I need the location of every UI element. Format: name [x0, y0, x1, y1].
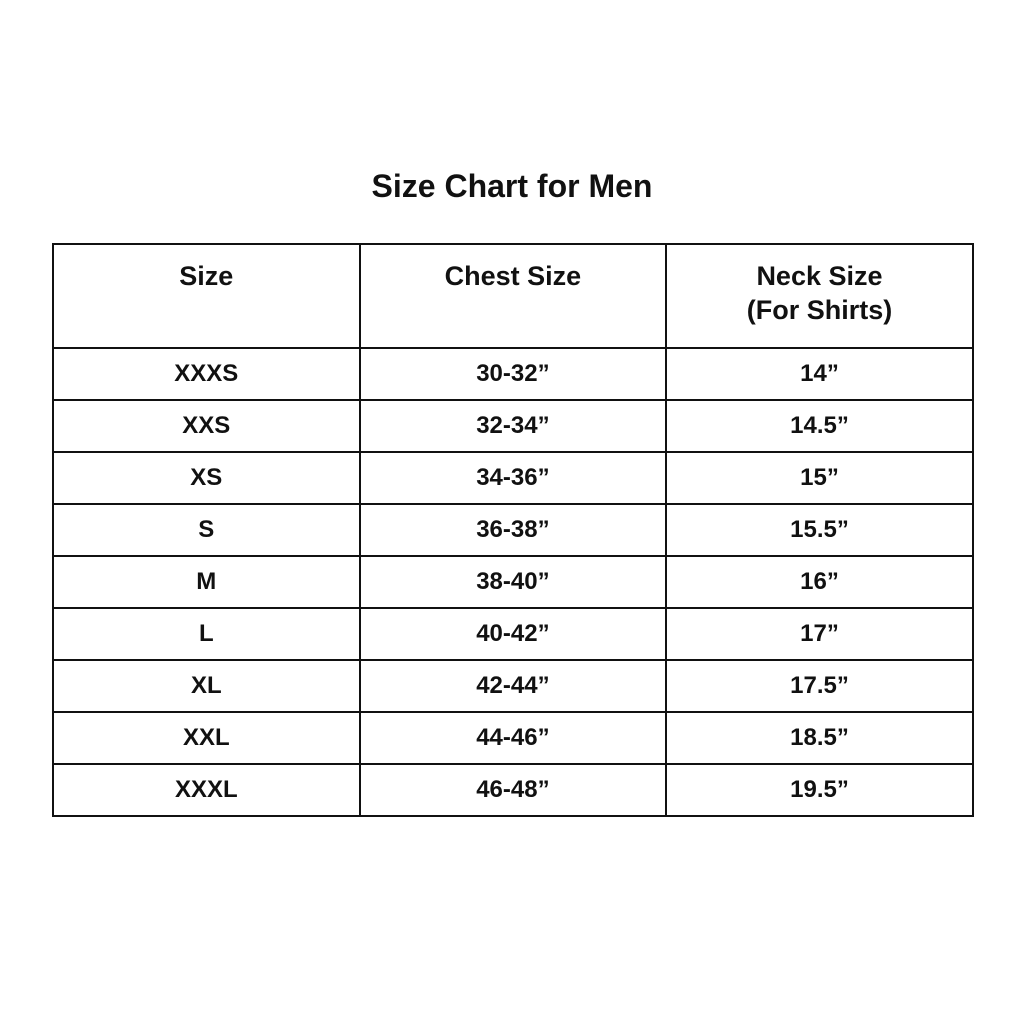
table-row: XXS 32-34” 14.5”	[52, 399, 974, 453]
size-cell: M	[52, 555, 361, 609]
chest-size-cell: 40-42”	[358, 607, 668, 661]
chest-size-cell: 32-34”	[358, 399, 668, 453]
table-row: L 40-42” 17”	[52, 607, 974, 661]
neck-size-cell: 15”	[665, 451, 974, 505]
size-cell: XXXL	[52, 763, 361, 817]
chest-size-cell: 36-38”	[358, 503, 668, 557]
neck-size-cell: 19.5”	[665, 763, 974, 817]
neck-size-cell: 18.5”	[665, 711, 974, 765]
table-row: M 38-40” 16”	[52, 555, 974, 609]
size-cell: S	[52, 503, 361, 557]
header-size: Size	[52, 243, 361, 349]
chest-size-cell: 46-48”	[358, 763, 668, 817]
chest-size-cell: 34-36”	[358, 451, 668, 505]
size-cell: L	[52, 607, 361, 661]
table-row: XXXS 30-32” 14”	[52, 347, 974, 401]
neck-size-cell: 15.5”	[665, 503, 974, 557]
table-body: XXXS 30-32” 14” XXS 32-34” 14.5” XS 34-36” 15” S 3…	[52, 347, 974, 817]
header-row: Size Chest Size Neck Size (For Shirts)	[52, 243, 974, 349]
size-cell: XXL	[52, 711, 361, 765]
neck-size-cell: 14.5”	[665, 399, 974, 453]
table-row: XS 34-36” 15”	[52, 451, 974, 505]
header-neck-size-note: (For Shirts)	[746, 295, 893, 325]
table-row: XXXL 46-48” 19.5”	[52, 763, 974, 817]
neck-size-cell: 14”	[665, 347, 974, 401]
size-cell: XS	[52, 451, 361, 505]
neck-size-cell: 17”	[665, 607, 974, 661]
chest-size-cell: 30-32”	[358, 347, 668, 401]
table-row: S 36-38” 15.5”	[52, 503, 974, 557]
size-cell: XXXS	[52, 347, 361, 401]
chest-size-cell: 42-44”	[358, 659, 668, 713]
header-chest-size: Chest Size	[358, 243, 668, 349]
table-row: XL 42-44” 17.5”	[52, 659, 974, 713]
size-chart-table: Size Chest Size Neck Size (For Shirts) XX…	[52, 243, 974, 817]
neck-size-cell: 16”	[665, 555, 974, 609]
page-title: Size Chart for Men	[371, 168, 653, 204]
neck-size-cell: 17.5”	[665, 659, 974, 713]
header-neck-size-label: Neck Size	[756, 261, 883, 291]
chest-size-cell: 44-46”	[358, 711, 668, 765]
size-cell: XL	[52, 659, 361, 713]
header-neck-size: Neck Size (For Shirts)	[665, 243, 974, 349]
chest-size-cell: 38-40”	[358, 555, 668, 609]
size-cell: XXS	[52, 399, 361, 453]
table-row: XXL 44-46” 18.5”	[52, 711, 974, 765]
